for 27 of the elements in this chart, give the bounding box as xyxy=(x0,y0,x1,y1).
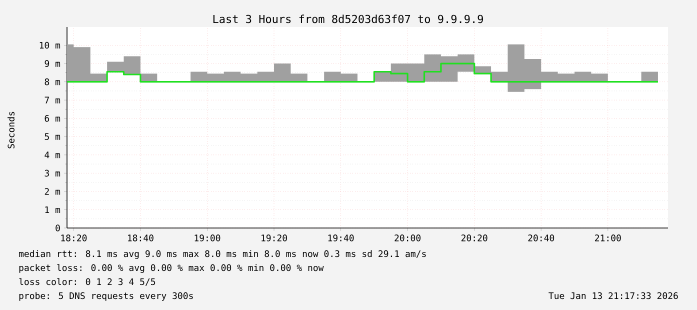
y-tick-label: 6 m xyxy=(44,114,60,122)
y-tick-label: 3 m xyxy=(44,170,60,177)
y-tick-label: 2 m xyxy=(44,188,60,195)
x-tick-label: 18:40 xyxy=(128,234,154,242)
y-tick-label: 8 m xyxy=(44,78,60,86)
text: packet loss: 0.00 % avg 0.00 % max 0.00 % min 0.00 % now xyxy=(19,264,324,273)
x-tick-label: 19:00 xyxy=(194,234,220,242)
x-tick-label: 20:20 xyxy=(461,234,488,242)
y-tick-label: 0 xyxy=(56,224,60,232)
text: probe: 5 DNS requests every 300s xyxy=(19,292,193,301)
y-tick-label: 7 m xyxy=(44,96,60,104)
chart-title: Last 3 Hours from 8d5203d63f07 to 9.9.9.9 xyxy=(213,14,483,24)
y-tick-label: 4 m xyxy=(44,152,60,158)
x-tick-label: 19:20 xyxy=(262,234,287,242)
text: loss color: 0 1 2 3 4 5/5 xyxy=(19,278,156,286)
text: median rtt: 8.1 ms avg 9.0 ms max 8.0 ms min 8.0 ms now 0.3 ms sd 29.1 am/s xyxy=(19,250,426,259)
text: Tue Jan 13 21:17:33 2026 xyxy=(548,292,678,300)
x-tick-label: 19:40 xyxy=(328,234,354,242)
x-tick-label: 20:40 xyxy=(528,234,554,242)
y-tick-label: 9 m xyxy=(44,60,60,67)
x-tick-label: 20:00 xyxy=(394,234,421,242)
x-tick-label: 18:20 xyxy=(61,234,87,242)
x-tick-label: 21:00 xyxy=(595,234,621,242)
y-tick-label: 10 m xyxy=(40,42,60,49)
y-axis-title: Seconds xyxy=(8,112,14,148)
y-tick-label: 1 m xyxy=(45,206,60,213)
y-tick-label: 5 m xyxy=(44,133,60,140)
